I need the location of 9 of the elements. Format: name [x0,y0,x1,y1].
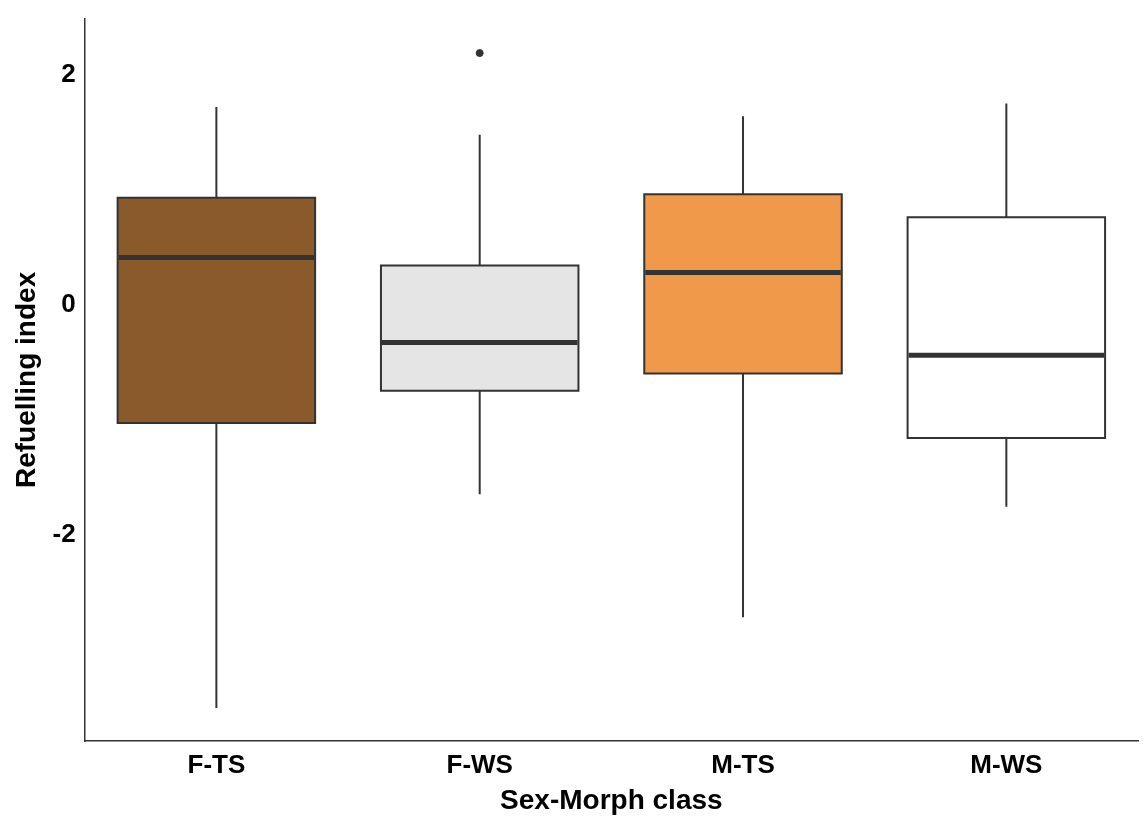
y-tick-label: 0 [61,287,76,318]
x-tick-label: F-WS [446,748,513,779]
x-tick-label: F-TS [187,748,246,779]
y-tick-label: 2 [61,58,76,89]
x-axis-title: Sex-Morph class [500,783,723,815]
x-tick-label: M-WS [970,748,1043,779]
y-axis-title: Refuelling index [9,271,41,489]
y-tick-label: -2 [52,517,76,548]
x-tick-label: M-TS [711,748,775,779]
